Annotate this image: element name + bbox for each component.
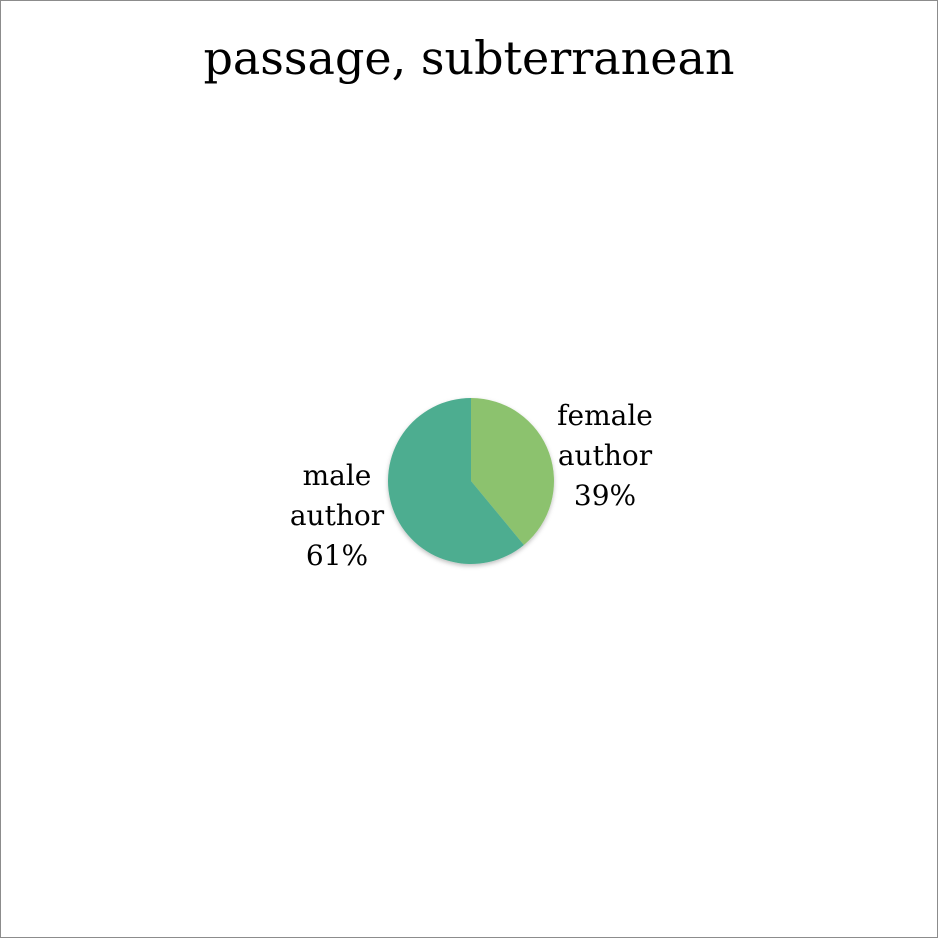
slice-label-male-line1: male	[302, 459, 372, 492]
slice-label-female-line2: author	[557, 439, 653, 472]
slice-label-male-line2: author	[289, 499, 385, 532]
slice-label-male-line3: 61%	[305, 539, 369, 572]
slice-label-female-line1: female	[557, 399, 653, 432]
slice-label-male-author: male author 61%	[270, 456, 404, 576]
slice-label-female-line3: 39%	[573, 479, 637, 512]
pie-slice-male-author	[387, 398, 524, 564]
chart-title: passage, subterranean	[203, 31, 735, 85]
slice-label-female-author: female author 39%	[540, 396, 670, 516]
pie-slice-female-author	[471, 398, 554, 545]
